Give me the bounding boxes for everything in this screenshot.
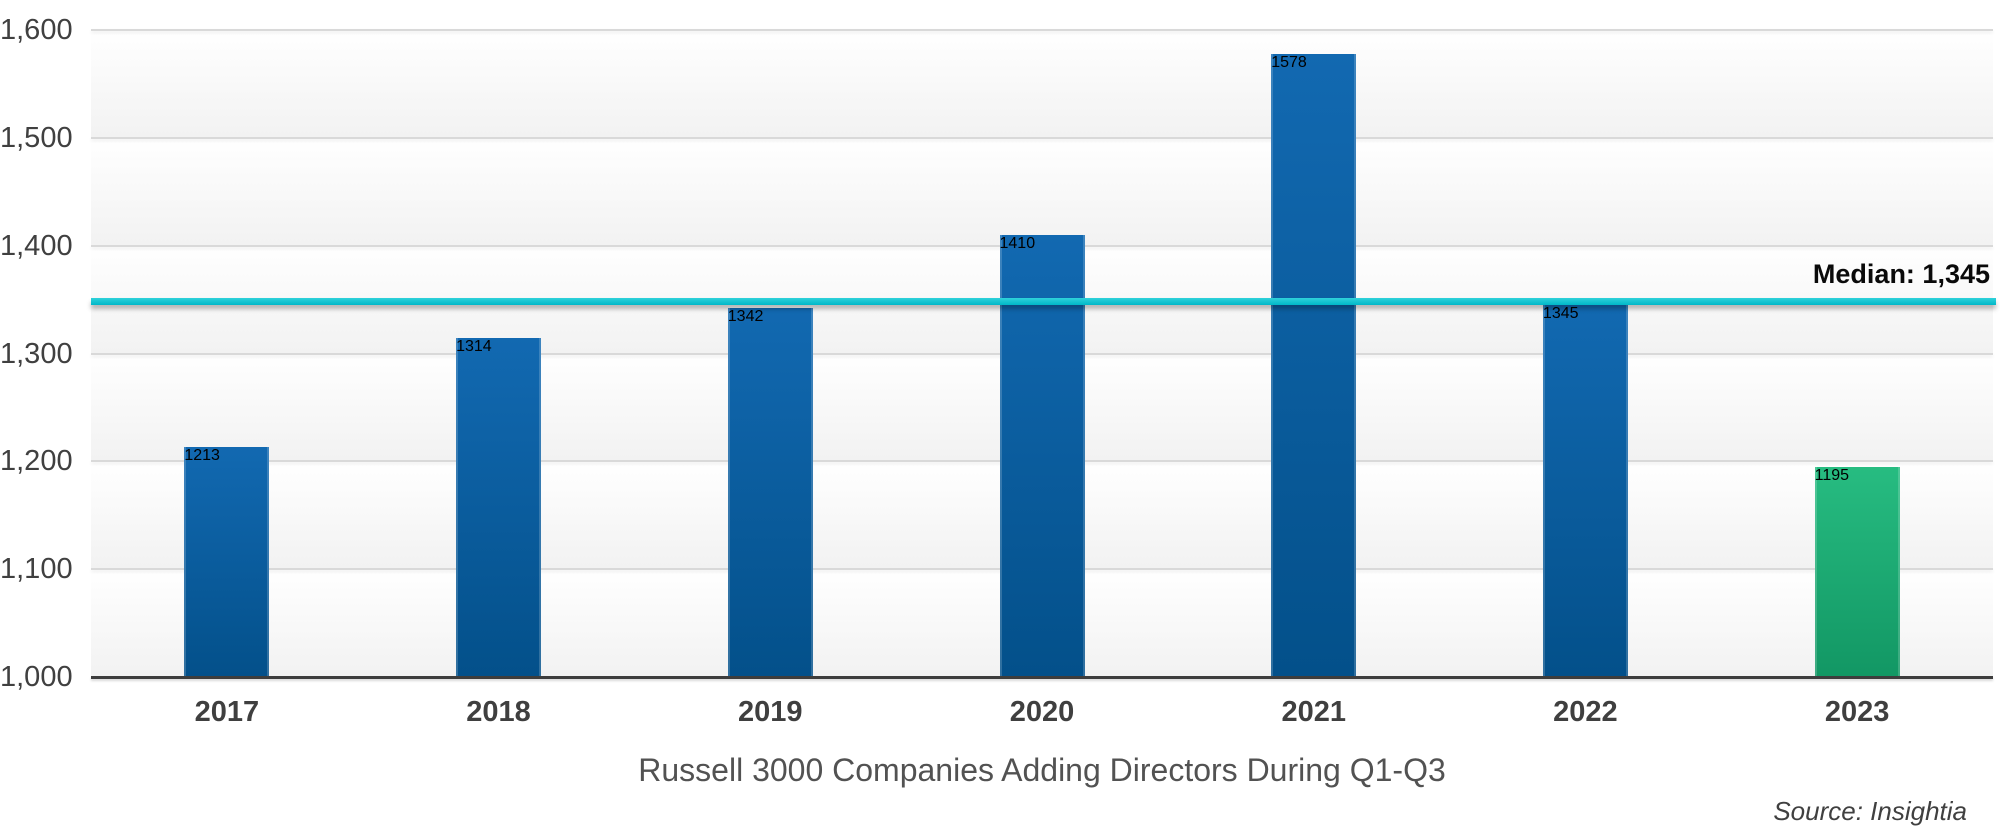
x-axis-label-2021: 2021 xyxy=(1281,696,1346,728)
y-axis-label: 1,500 xyxy=(0,121,73,154)
chart-title: Russell 3000 Companies Adding Directors … xyxy=(638,752,1446,788)
source-attribution: Source: Insightia xyxy=(1773,796,1967,826)
gridline xyxy=(91,136,1993,139)
bar-2020: 1410 xyxy=(999,234,1085,677)
bar-2018: 1314 xyxy=(456,338,542,677)
y-axis-label: 1,300 xyxy=(0,337,73,370)
median-value-label: Median: 1,345 xyxy=(1812,259,1990,289)
bar-2021: 1578 xyxy=(1271,53,1357,677)
median-reference-line xyxy=(91,297,1996,305)
y-axis-label: 1,000 xyxy=(0,661,73,693)
y-axis-label: 1,100 xyxy=(0,553,73,586)
bar-2022: 1345 xyxy=(1542,304,1628,677)
x-axis-label-2022: 2022 xyxy=(1553,696,1618,728)
bar-2023: 1195 xyxy=(1814,466,1900,677)
y-axis-label: 1,600 xyxy=(0,14,73,46)
x-axis-label-2019: 2019 xyxy=(738,696,803,728)
x-axis-label-2023: 2023 xyxy=(1824,696,1890,728)
x-axis-label-2018: 2018 xyxy=(466,696,531,728)
y-axis-label: 1,200 xyxy=(0,445,73,478)
bar-2019: 1342 xyxy=(727,308,813,677)
x-axis-label-2017: 2017 xyxy=(194,696,260,728)
x-axis-label-2020: 2020 xyxy=(1009,696,1075,728)
x-axis-line xyxy=(91,676,1993,679)
bar-2017: 1213 xyxy=(184,447,270,677)
gridline xyxy=(91,29,1993,31)
y-axis-label: 1,400 xyxy=(0,229,73,262)
